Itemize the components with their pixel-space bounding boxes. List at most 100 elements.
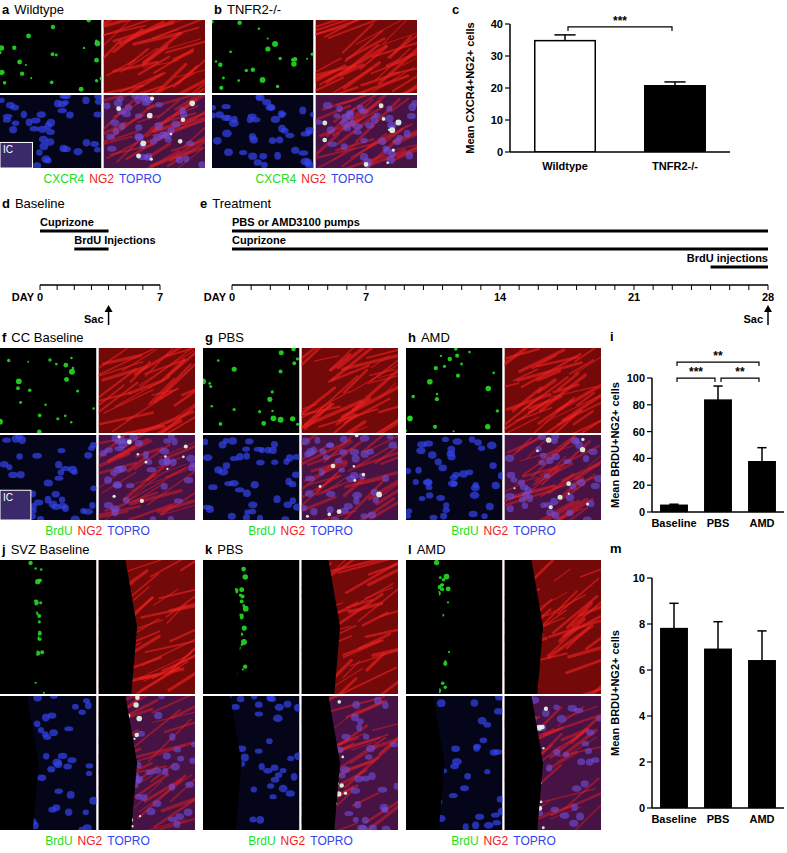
- micro-quadrant: [99, 348, 196, 433]
- y-tick: [505, 23, 510, 24]
- micro-dot: [16, 386, 20, 390]
- y-tick: [647, 511, 652, 512]
- micro-dot: [434, 560, 439, 565]
- panel-title: jSVZ Baseline: [1, 542, 89, 557]
- y-tick: [505, 151, 510, 152]
- micro-nucleus: [310, 508, 317, 515]
- micro-nucleus: [0, 98, 5, 103]
- micro-nucleus: [256, 460, 265, 466]
- micro-nucleus: [326, 491, 336, 497]
- micro-nucleus: [451, 481, 458, 487]
- micro-fibre: [371, 356, 389, 368]
- micro-nucleus: [413, 479, 419, 485]
- micro-nucleus: [386, 106, 392, 112]
- micro-nucleus: [278, 125, 286, 133]
- micro-nucleus: [126, 483, 134, 488]
- error-line: [673, 603, 675, 628]
- micro-dot: [245, 69, 248, 72]
- micro-dot: [546, 437, 552, 443]
- micro-nucleus: [274, 152, 281, 160]
- micro-nucleus: [495, 696, 502, 701]
- micro-nucleus: [78, 710, 85, 715]
- micro-dot: [170, 133, 173, 136]
- micro-fibre: [402, 52, 417, 66]
- micro-nucleus: [47, 119, 55, 127]
- timeline-axis-label: DAY: [204, 291, 227, 303]
- micro-nucleus: [140, 95, 149, 102]
- micro-fibre: [505, 485, 555, 501]
- stain-label: NG2: [281, 834, 306, 848]
- micro-nucleus: [239, 150, 247, 155]
- micro-nucleus: [356, 724, 362, 731]
- micro-fibre: [523, 439, 574, 475]
- micro-nucleus: [255, 748, 263, 753]
- y-tick-label: 10: [633, 572, 645, 584]
- micro-fibre: [547, 595, 586, 616]
- stain-labels: BrdUNG2TOPRO: [45, 524, 149, 538]
- micrograph: [210, 12, 449, 180]
- micro-nucleus: [256, 95, 265, 101]
- micro-nucleus: [390, 742, 398, 747]
- micro-nucleus: [311, 446, 317, 454]
- micro-dot: [455, 354, 459, 358]
- micro-fibre: [130, 574, 158, 597]
- micro-fibre: [569, 411, 601, 433]
- timeline-tick: [57, 285, 58, 290]
- bar: [535, 41, 596, 152]
- micro-nucleus: [67, 791, 75, 799]
- error-line: [717, 386, 719, 400]
- error-bar: [554, 35, 575, 41]
- micro-dot: [327, 513, 331, 517]
- micro-nucleus: [354, 801, 361, 808]
- micro-nucleus: [326, 442, 334, 447]
- micro-dot: [38, 413, 42, 417]
- micro-fibre: [346, 469, 398, 486]
- micro-nucleus: [104, 102, 111, 109]
- micro-nucleus: [54, 100, 62, 108]
- micro-nucleus: [198, 161, 205, 168]
- micro-dot: [56, 417, 59, 420]
- micro-fibre: [314, 356, 339, 361]
- micro-nucleus: [44, 158, 52, 164]
- micro-fibre: [302, 447, 326, 469]
- micro-fibre: [339, 733, 365, 744]
- micro-nucleus: [481, 513, 487, 519]
- stain-label: NG2: [484, 834, 509, 848]
- micro-dot: [251, 68, 255, 72]
- micro-nucleus: [382, 807, 389, 813]
- micro-nucleus: [293, 504, 300, 511]
- micro-dot: [3, 81, 7, 85]
- y-tick: [647, 761, 652, 762]
- y-tick-label: 4: [639, 710, 646, 722]
- micro-bg: [505, 696, 602, 830]
- micro-nucleus: [291, 147, 299, 154]
- micro-nucleus: [373, 497, 379, 504]
- micro-dot: [241, 594, 245, 598]
- micro-dot: [542, 747, 544, 749]
- micro-nucleus: [58, 448, 66, 453]
- micro-fibre: [175, 380, 195, 406]
- micro-fibre: [527, 438, 547, 458]
- micro-dot: [344, 792, 347, 795]
- x-tick-label: PBS: [707, 517, 730, 529]
- y-tick: [647, 404, 652, 405]
- micro-dot: [7, 359, 10, 362]
- micro-fibre: [102, 473, 135, 493]
- micro-dot: [353, 479, 356, 482]
- micro-nucleus: [43, 753, 49, 759]
- stain-labels: BrdUNG2TOPRO: [45, 834, 149, 848]
- micro-dot: [442, 578, 445, 581]
- error-cap: [713, 621, 722, 623]
- micro-fibre: [538, 371, 560, 380]
- micro-nucleus: [0, 461, 9, 468]
- error-line: [564, 35, 566, 41]
- panel-name: Baseline: [15, 196, 65, 211]
- micro-dot: [558, 495, 563, 500]
- micro-nucleus: [243, 489, 251, 497]
- panel-name: AMD: [421, 330, 450, 345]
- timeline-bar: [711, 266, 768, 269]
- y-axis-label: Mean CXCR4+NG2+ cells: [464, 22, 476, 153]
- timeline-tick-label: 28: [762, 291, 774, 303]
- micro-nucleus: [572, 785, 582, 791]
- micro-nucleus: [374, 113, 381, 118]
